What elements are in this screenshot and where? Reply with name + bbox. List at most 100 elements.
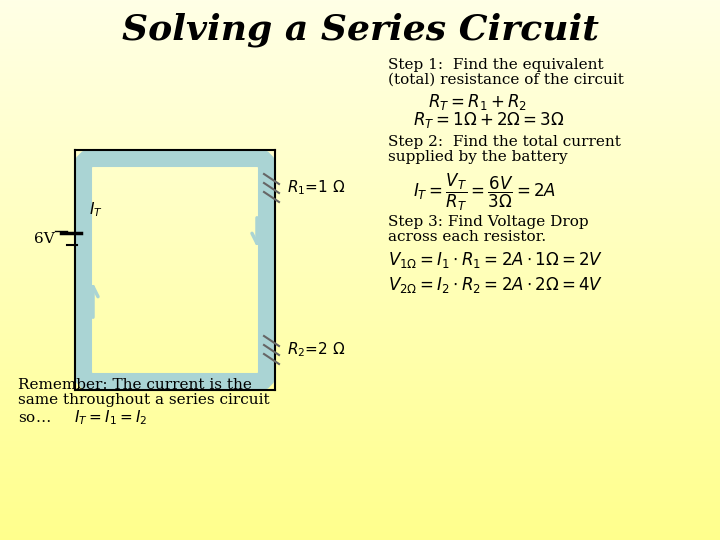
Bar	[0, 256, 720, 257]
Bar	[0, 361, 720, 362]
Bar	[0, 468, 720, 469]
Bar	[0, 376, 720, 377]
Bar	[0, 528, 720, 529]
Bar	[0, 538, 720, 539]
Bar	[0, 184, 720, 185]
Bar	[0, 332, 720, 333]
Bar	[0, 505, 720, 506]
Bar	[0, 349, 720, 350]
Bar	[0, 321, 720, 322]
Bar	[0, 486, 720, 487]
Bar	[0, 100, 720, 101]
Bar	[0, 123, 720, 124]
Bar	[0, 330, 720, 331]
Bar	[0, 119, 720, 120]
Bar	[0, 287, 720, 288]
Bar	[0, 517, 720, 518]
Bar	[0, 270, 720, 271]
Bar	[0, 441, 720, 442]
Bar	[0, 21, 720, 22]
Bar	[0, 502, 720, 503]
Bar	[0, 151, 720, 152]
Bar	[0, 416, 720, 417]
Bar	[0, 485, 720, 486]
Bar	[0, 217, 720, 218]
Bar	[0, 81, 720, 82]
Bar	[0, 395, 720, 396]
Bar	[0, 141, 720, 142]
Bar	[0, 249, 720, 250]
Bar	[0, 495, 720, 496]
Bar	[0, 488, 720, 489]
Bar	[0, 18, 720, 19]
Bar	[0, 15, 720, 16]
Bar	[0, 248, 720, 249]
Bar	[0, 204, 720, 205]
Bar	[0, 284, 720, 285]
Bar	[0, 377, 720, 378]
Bar	[0, 208, 720, 209]
Bar	[0, 266, 720, 267]
Bar	[0, 140, 720, 141]
Bar	[0, 389, 720, 390]
Bar	[0, 493, 720, 494]
Bar	[0, 414, 720, 415]
Bar	[0, 36, 720, 37]
Bar	[0, 476, 720, 477]
Bar	[0, 297, 720, 298]
Bar	[0, 220, 720, 221]
Bar	[0, 386, 720, 387]
Text: so…     $I_T = I_1 = I_2$: so… $I_T = I_1 = I_2$	[18, 408, 148, 427]
Bar	[0, 84, 720, 85]
Bar	[0, 482, 720, 483]
Bar	[0, 49, 720, 50]
Text: 6V: 6V	[35, 232, 55, 246]
Bar	[0, 346, 720, 347]
Bar	[0, 394, 720, 395]
Bar	[0, 448, 720, 449]
Bar	[0, 177, 720, 178]
Text: supplied by the battery: supplied by the battery	[388, 150, 567, 164]
Bar	[0, 245, 720, 246]
Bar	[0, 108, 720, 109]
Bar	[0, 231, 720, 232]
Bar	[0, 457, 720, 458]
Bar	[0, 60, 720, 61]
Bar	[0, 181, 720, 182]
Bar	[0, 265, 720, 266]
Bar	[0, 62, 720, 63]
Bar	[0, 460, 720, 461]
Bar	[0, 109, 720, 110]
Bar	[0, 436, 720, 437]
Bar	[0, 53, 720, 54]
Text: $R_2$=2 Ω: $R_2$=2 Ω	[287, 341, 346, 359]
Bar	[0, 509, 720, 510]
Bar	[0, 77, 720, 78]
Bar	[0, 338, 720, 339]
Bar	[0, 255, 720, 256]
Bar	[0, 537, 720, 538]
Bar	[0, 466, 720, 467]
Bar	[0, 152, 720, 153]
Bar	[0, 30, 720, 31]
Bar	[0, 314, 720, 315]
Bar	[0, 268, 720, 269]
Bar	[0, 14, 720, 15]
Bar	[0, 61, 720, 62]
Bar	[0, 144, 720, 145]
Bar	[0, 180, 720, 181]
Bar	[0, 138, 720, 139]
Bar	[0, 43, 720, 44]
Bar	[0, 483, 720, 484]
Bar	[0, 54, 720, 55]
Text: Step 3: Find Voltage Drop: Step 3: Find Voltage Drop	[388, 215, 589, 229]
Bar	[0, 205, 720, 206]
Bar	[0, 263, 720, 264]
Bar	[0, 446, 720, 447]
Bar	[0, 462, 720, 463]
Bar	[0, 400, 720, 401]
Bar	[0, 425, 720, 426]
Bar	[0, 219, 720, 220]
Bar	[0, 169, 720, 170]
Bar	[0, 420, 720, 421]
